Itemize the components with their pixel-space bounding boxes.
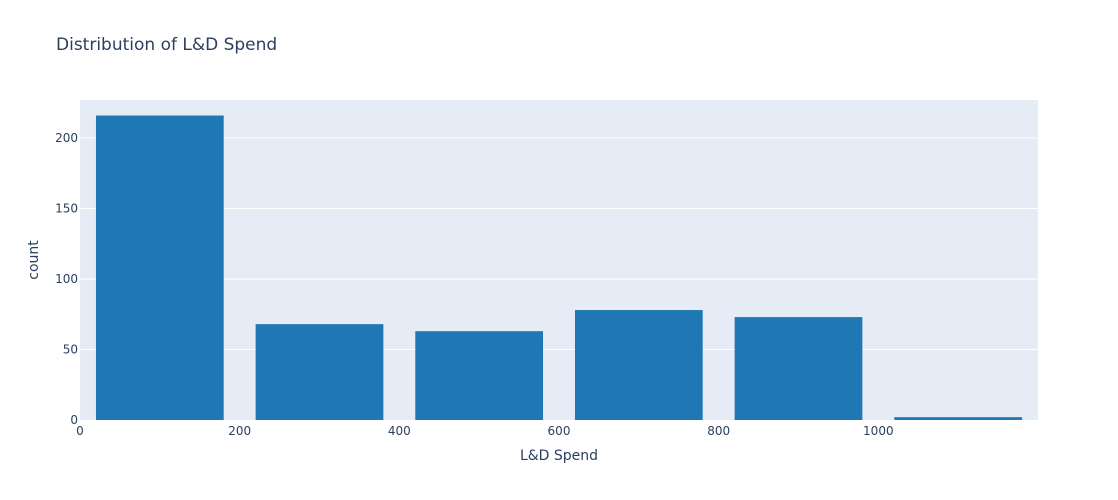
histogram-bar — [255, 324, 384, 420]
y-tick-label: 50 — [63, 343, 78, 357]
y-tick-label: 100 — [55, 272, 78, 286]
x-tick-label: 0 — [76, 424, 84, 438]
histogram-bar — [574, 310, 703, 420]
y-axis-label: count — [26, 240, 42, 280]
gridlines — [80, 137, 1038, 351]
x-axis-ticks: 0 200 400 600 800 1000 — [76, 424, 893, 438]
x-tick-label: 200 — [228, 424, 251, 438]
x-axis-label: L&D Spend — [520, 448, 598, 464]
y-axis-ticks: 0 50 100 150 200 — [55, 131, 78, 427]
bars — [95, 115, 1023, 421]
y-tick-label: 200 — [55, 131, 78, 145]
chart-title: Distribution of L&D Spend — [56, 35, 277, 55]
histogram-bar — [415, 331, 544, 420]
x-tick-label: 400 — [388, 424, 411, 438]
histogram-bar — [95, 115, 224, 421]
histogram-bar — [894, 417, 1023, 420]
y-tick-label: 150 — [55, 202, 78, 216]
x-tick-label: 800 — [707, 424, 730, 438]
y-tick-label: 0 — [70, 413, 78, 427]
plot-area — [80, 100, 1038, 420]
histogram-bar — [734, 317, 863, 420]
x-tick-label: 1000 — [863, 424, 894, 438]
x-tick-label: 600 — [548, 424, 571, 438]
